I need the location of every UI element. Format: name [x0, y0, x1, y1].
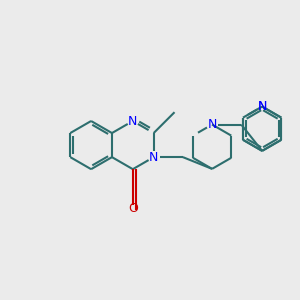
Text: N: N: [149, 151, 158, 164]
Text: N: N: [257, 100, 267, 113]
Text: O: O: [128, 202, 138, 215]
Text: N: N: [257, 100, 267, 113]
Text: N: N: [128, 115, 137, 128]
Text: N: N: [207, 118, 217, 131]
